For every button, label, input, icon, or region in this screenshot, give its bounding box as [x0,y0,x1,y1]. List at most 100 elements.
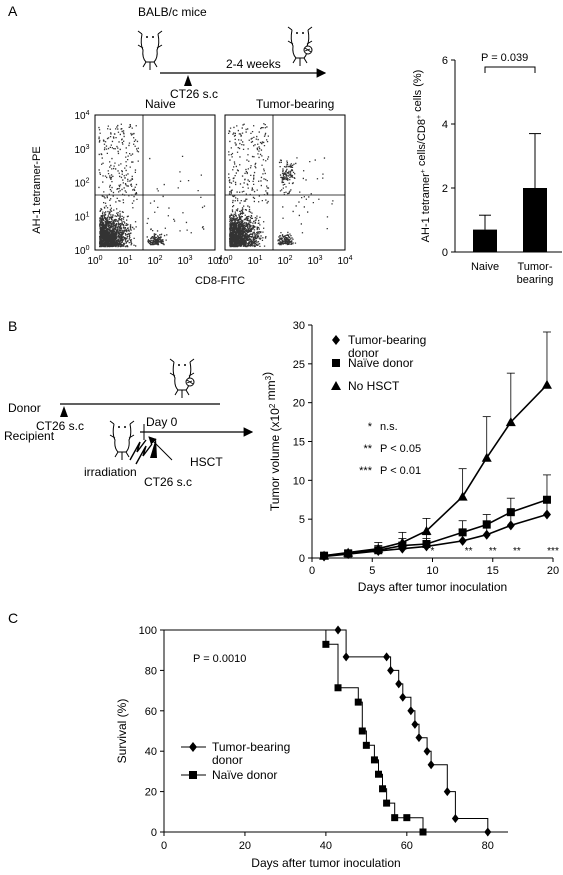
survival-ytick-label: 0 [151,827,157,839]
flow-xtick-label-naive: 102 [147,255,162,267]
tumor-point [343,547,354,557]
flow-ytick-label: 104 [74,110,89,122]
bar-category-label: bearing [517,274,554,286]
sig-legend-text: P < 0.01 [380,465,421,477]
survival-pvalue: P = 0.0010 [193,653,246,665]
tumor-xtick-label: 0 [309,565,315,577]
tumor-xtick-label: 5 [369,565,375,577]
flow-xtick-label-naive: 100 [87,255,102,267]
donor-injection-label: CT26 s.c [36,419,84,433]
survival-step-line [164,629,424,832]
survival-point [374,770,382,778]
sig-legend-stars: *** [359,465,373,477]
legend-label: Tumor-bearing [348,333,426,347]
flow-dots [98,123,206,248]
flow-plot-tumor [224,114,346,251]
survival-point [391,814,399,822]
donor-mouse-icon [169,358,195,399]
survival-point [383,799,391,807]
legend-marker [189,771,197,779]
tumor-point [397,537,408,547]
flow-ylabel: AH-1 tetramer-PE [31,146,43,233]
hsct-label: HSCT [190,455,223,469]
tumor-point [506,520,515,531]
tumor-point [542,509,551,520]
tumor-mouse-icon [287,26,313,67]
survival-point [411,719,419,729]
survival-point [395,679,403,689]
timeline-label: 2-4 weeks [226,57,281,71]
survival-ytick-label: 80 [145,665,157,677]
survival-ytick-label: 60 [145,706,157,718]
survival-point [419,828,427,836]
flow-plot-naive [94,114,216,251]
survival-point [383,652,391,662]
irradiation-icon [129,439,153,465]
irradiation-label: irradiation [84,465,137,479]
sig-legend-text: P < 0.05 [380,443,421,455]
legend-label: Tumor-bearing [212,740,290,754]
bar-pvalue: P = 0.039 [481,52,528,64]
survival-point [415,733,423,743]
survival-chart: 0 20 40 60 80 100 0 20 40 60 80 Tumor-bearingdonorN… [115,625,508,870]
legend-label: Naïve donor [348,356,413,370]
survival-point [354,698,362,706]
tumor-point [458,535,467,546]
tumor-ytick-label: 30 [293,320,305,332]
survival-xtick-label: 40 [320,840,332,852]
mouse-icon [137,30,163,71]
survival-xtick-label: 60 [401,840,413,852]
sig-legend-text: n.s. [380,421,398,433]
tumor-ytick-label: 25 [293,359,305,371]
survival-point [334,625,342,635]
survival-point [451,813,459,823]
survival-point [399,692,407,702]
flow-xtick-label-tumor: 101 [247,255,262,267]
bar-ytick-label: 6 [442,55,448,67]
tumor-point [482,529,491,540]
survival-point [322,640,330,648]
donor-injection-icon [60,406,68,417]
point-significance: *** [547,546,559,557]
tumor-ytick-label: 15 [293,437,305,449]
flow-title-tumor: Tumor-bearing [256,97,334,111]
sig-legend-stars: ** [363,443,372,455]
recipient-injection-label: CT26 s.c [144,475,192,489]
legend-marker [332,335,340,345]
tumor-point [421,525,432,535]
survival-point [403,814,411,822]
survival-point [387,665,395,675]
survival-ytick-label: 100 [139,625,157,637]
survival-xtick-label: 20 [239,840,251,852]
significance-legend: * n.s. ** P < 0.05 *** P < 0.01 [359,421,421,477]
flow-xtick-label-naive: 101 [117,255,132,267]
mouse-label: BALB/c mice [138,5,207,19]
tumor-xtick-label: 10 [426,565,438,577]
flow-xtick-label-tumor: 104 [337,255,352,267]
tumor-point [481,452,492,462]
point-significance: ** [465,546,473,557]
flow-ytick-label: 101 [74,211,89,223]
tumor-series-line [323,384,548,557]
bar [473,229,497,252]
survival-ytick-label: 20 [145,787,157,799]
flow-dots [228,123,334,248]
tumor-ytick-label: 20 [293,398,305,410]
tumor-point [457,491,468,501]
legend-label: donor [212,753,243,767]
tumor-ytick-label: 0 [299,553,305,565]
tumor-ytick-label: 10 [293,475,305,487]
survival-ytick-label: 40 [145,746,157,758]
flow-ytick-label: 102 [74,178,89,190]
flow-ytick-label: 100 [74,245,89,257]
survival-point [423,746,431,756]
tumor-point [482,520,491,529]
injection-label: CT26 s.c [170,87,218,101]
flow-title-naive: Naive [145,97,176,111]
bar-chart: 0 2 4 6 Naive Tumor-bearing AH-1 tetramer+ cel… [412,55,562,286]
survival-point [362,741,370,749]
flow-xtick-label-naive: 104 [207,255,222,267]
sig-legend-stars: * [368,421,373,433]
survival-xlabel: Days after tumor inoculation [251,856,400,870]
survival-ylabel: Survival (%) [115,699,129,764]
